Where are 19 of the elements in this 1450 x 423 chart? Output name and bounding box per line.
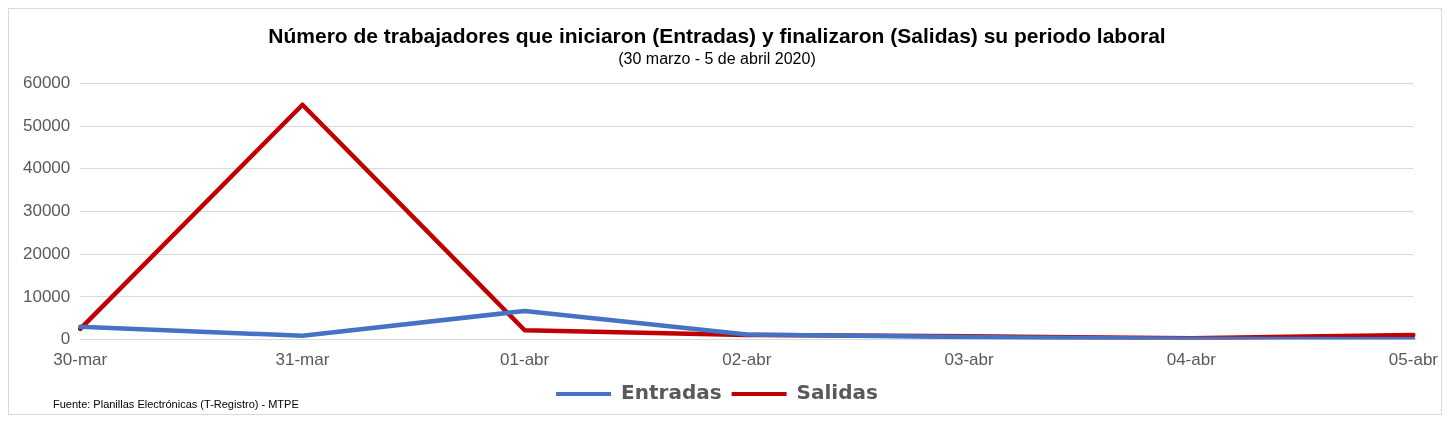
x-tick-label: 03-abr <box>944 350 994 370</box>
y-tick-label: 0 <box>60 329 71 349</box>
x-tick-label: 02-abr <box>722 350 772 370</box>
x-tick-label: 05-abr <box>1388 350 1439 370</box>
y-tick-label: 50000 <box>22 115 71 135</box>
source-note: Fuente: Planillas Electrónicas (T-Registro) - MTPE <box>53 397 299 410</box>
x-tick-label: 31-mar <box>275 350 330 370</box>
y-tick-label: 30000 <box>22 201 71 221</box>
x-tick-label: 04-abr <box>1166 350 1217 370</box>
y-tick-label: 20000 <box>22 243 71 263</box>
x-tick-label: 30-mar <box>53 350 108 370</box>
legend-label: Entradas <box>621 380 722 405</box>
legend-label: Salidas <box>796 380 878 405</box>
chart-subtitle: (30 marzo - 5 de abril 2020) <box>618 50 816 68</box>
y-tick-label: 40000 <box>22 158 71 178</box>
y-tick-label: 10000 <box>22 286 71 306</box>
y-tick-label: 60000 <box>22 73 71 93</box>
chart-title: Número de trabajadores que iniciaron (Entradas) y finalizaron (Salidas) su periodo laboral <box>268 24 1166 48</box>
x-tick-label: 01-abr <box>500 350 550 370</box>
